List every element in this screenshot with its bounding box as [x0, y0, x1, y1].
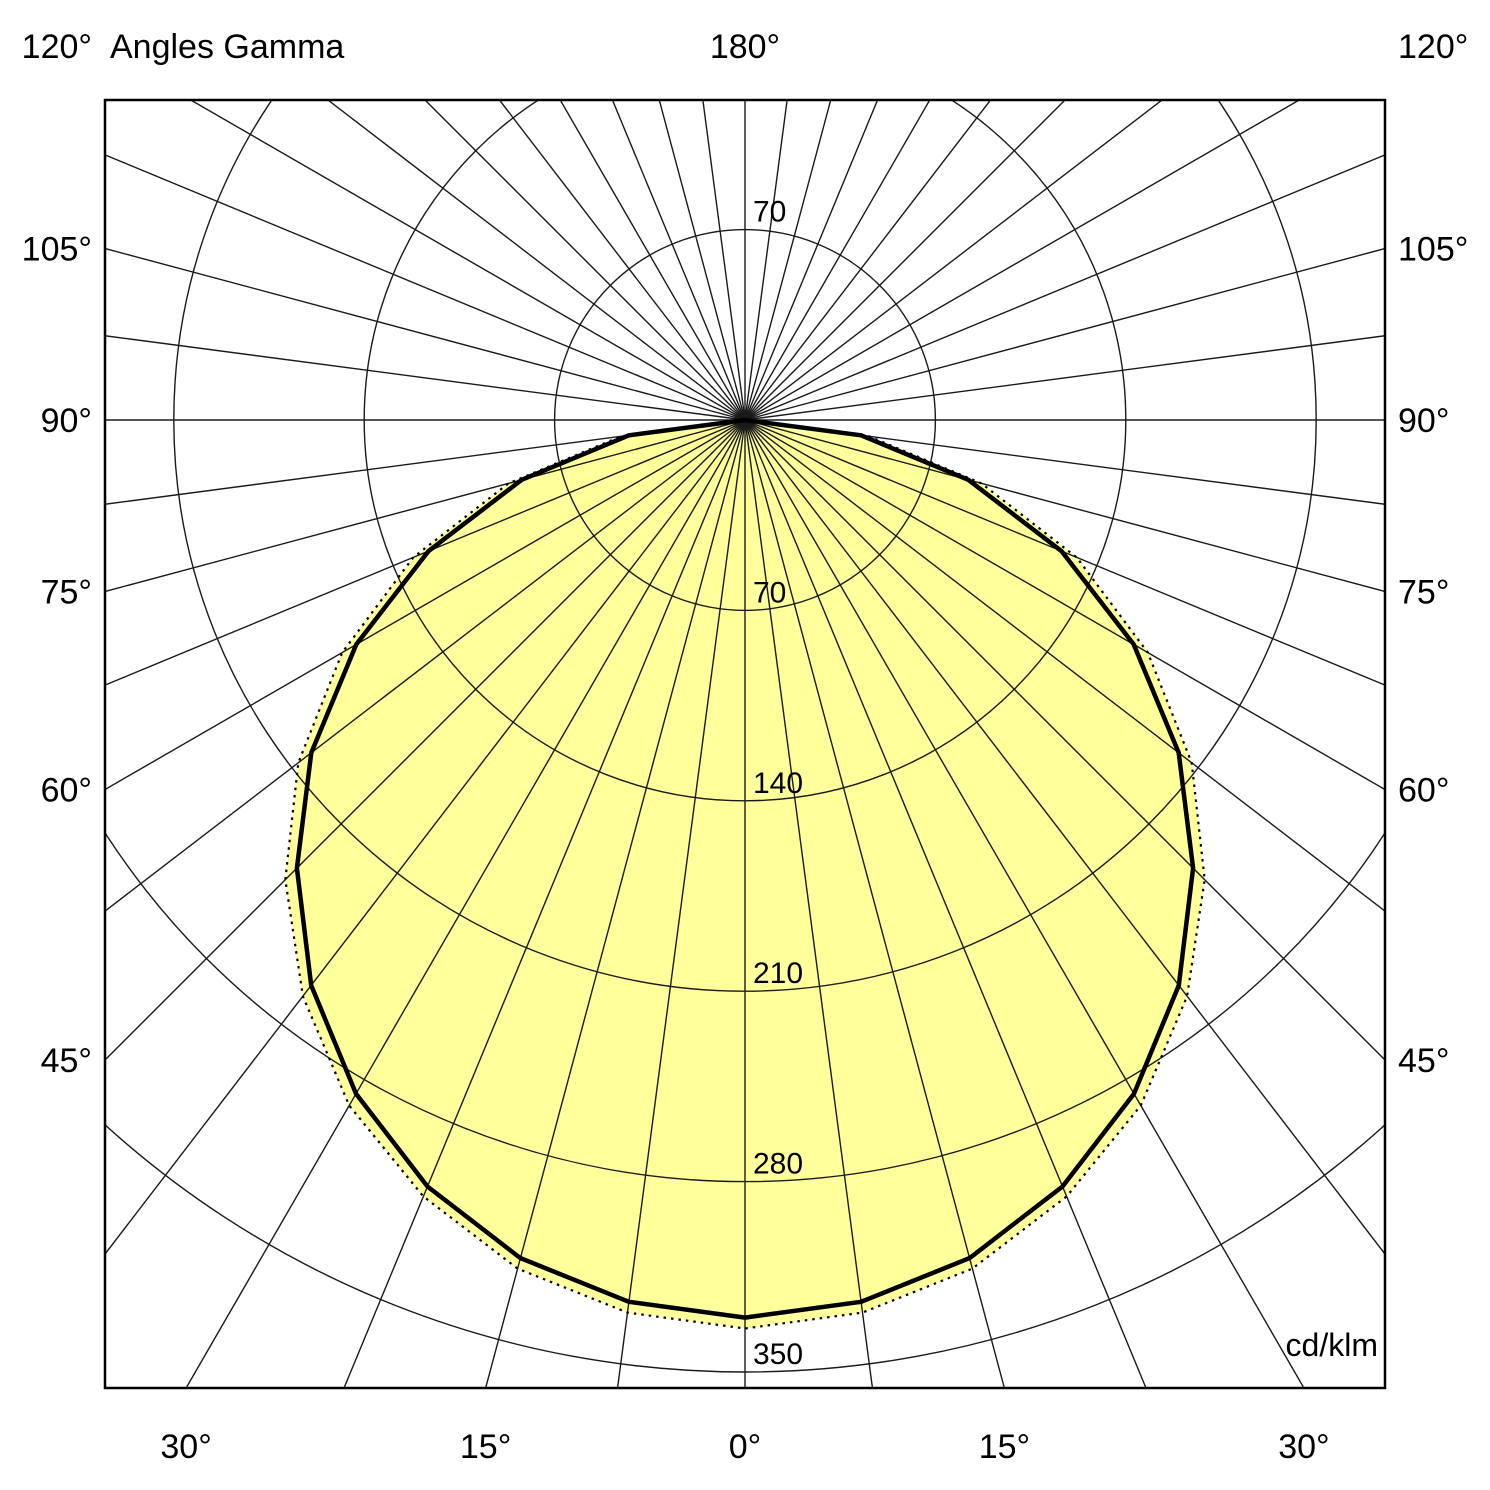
polar-ray [498, 100, 746, 421]
polar-ray [744, 419, 1385, 1061]
chart-title: Angles Gamma [110, 28, 344, 66]
polar-ray [326, 100, 746, 421]
gamma-label-left-60: 60° [41, 772, 92, 810]
gamma-label-right-75: 75° [1398, 573, 1449, 611]
polar-ray [484, 419, 746, 1388]
polar-ray [105, 419, 746, 791]
polar-ray [744, 154, 1385, 421]
polar-ray [744, 419, 1147, 1388]
polar-ray [105, 335, 746, 421]
polar-ray [744, 419, 1385, 686]
gamma-label-right-90: 90° [1398, 402, 1449, 440]
gamma-label-bottom-2: 0° [729, 1428, 762, 1466]
polar-ray [744, 419, 1305, 1388]
gamma-label-left-105: 105° [22, 231, 92, 269]
polar-ray [343, 419, 746, 1388]
gamma-label-left-45: 45° [41, 1042, 92, 1080]
gamma-label-bottom-0: 30° [160, 1428, 211, 1466]
polar-ray [105, 154, 746, 421]
ring-label-70: 70 [753, 576, 786, 609]
polar-ray [616, 419, 746, 1388]
gamma-label-right-45: 45° [1398, 1042, 1449, 1080]
unit-label: cd/klm [1286, 1327, 1378, 1363]
polar-ray [744, 100, 1301, 421]
ring-label-210: 210 [753, 957, 803, 990]
polar-ray [189, 100, 746, 421]
ring-label-350: 350 [753, 1338, 803, 1371]
gamma-label-right-60: 60° [1398, 772, 1449, 810]
polar-ray [105, 247, 746, 421]
polar-ray [424, 100, 746, 421]
gamma-label-bottom-1: 15° [460, 1428, 511, 1466]
polar-ray [744, 419, 1385, 1256]
polar-ray [105, 419, 746, 1256]
gamma-label-bottom-4: 30° [1278, 1428, 1329, 1466]
polar-ray [105, 419, 746, 1061]
top-axis-label: 180° [710, 28, 780, 66]
gamma-label-bottom-3: 15° [979, 1428, 1030, 1466]
polar-ray [185, 419, 746, 1388]
polar-ray [559, 100, 746, 421]
curve-c0-c180 [294, 417, 1196, 1320]
gamma-label-left-90: 90° [41, 402, 92, 440]
polar-ray [105, 419, 746, 505]
polar-ray [744, 100, 992, 421]
polar-ray [744, 335, 1385, 421]
plot-border [103, 98, 1387, 1390]
polar-ray [105, 419, 746, 912]
polar-ray [744, 100, 931, 421]
corner-label-right: 120° [1398, 28, 1468, 66]
polar-ray [744, 100, 788, 421]
polar-ray [744, 100, 832, 421]
polar-ray [702, 100, 746, 421]
polar-ray [744, 100, 1164, 421]
curve-c90-c270 [284, 418, 1206, 1330]
polar-ray [744, 419, 1006, 1388]
polar-ray [744, 419, 1385, 593]
gamma-label-right-105: 105° [1398, 231, 1468, 269]
ring-label-140: 140 [753, 767, 803, 800]
polar-ray [744, 419, 874, 1388]
corner-label-left: 120° [22, 28, 92, 66]
polar-ray [744, 247, 1385, 421]
polar-ray [744, 100, 1066, 421]
polar-ray [744, 419, 1385, 791]
ring-label-top: 70 [753, 196, 786, 229]
gamma-label-left-75: 75° [41, 573, 92, 611]
polar-ray [744, 100, 879, 421]
polar-ray [105, 419, 746, 593]
polar-ray [744, 419, 1385, 912]
polar-ray [105, 419, 746, 686]
ring-label-280: 280 [753, 1148, 803, 1181]
polar-ray [744, 419, 1385, 505]
polar-ray [658, 100, 746, 421]
polar-ray [611, 100, 746, 421]
